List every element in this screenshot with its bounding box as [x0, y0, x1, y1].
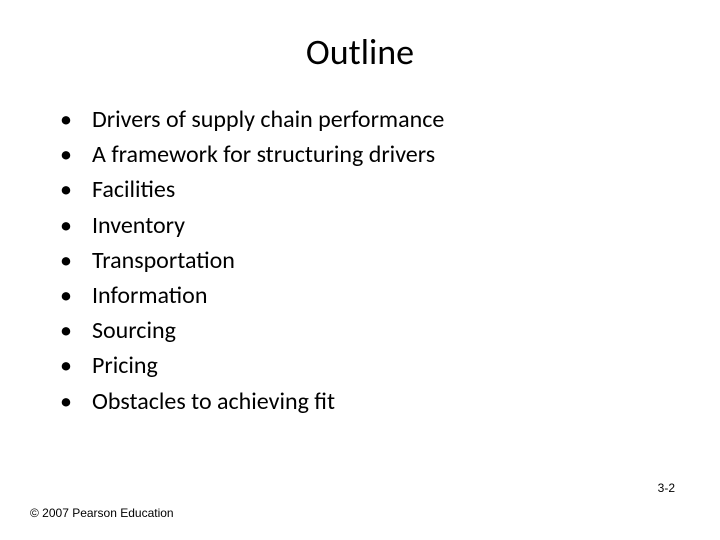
list-item: • A framework for structuring drivers: [60, 139, 670, 170]
bullet-text: Drivers of supply chain performance: [92, 104, 444, 135]
copyright-text: © 2007 Pearson Education: [30, 506, 174, 520]
bullet-text: Pricing: [92, 350, 158, 381]
bullet-icon: •: [60, 245, 72, 276]
bullet-text: Inventory: [92, 210, 185, 241]
bullet-icon: •: [60, 210, 72, 241]
list-item: • Obstacles to achieving fit: [60, 386, 670, 417]
bullet-icon: •: [60, 350, 72, 381]
list-item: • Transportation: [60, 245, 670, 276]
list-item: • Pricing: [60, 350, 670, 381]
bullet-text: Sourcing: [92, 315, 176, 346]
bullet-text: Information: [92, 280, 207, 311]
bullet-icon: •: [60, 315, 72, 346]
bullet-list: • Drivers of supply chain performance • …: [50, 104, 670, 417]
list-item: • Sourcing: [60, 315, 670, 346]
bullet-text: A framework for structuring drivers: [92, 139, 435, 170]
slide-title: Outline: [50, 30, 670, 74]
list-item: • Facilities: [60, 174, 670, 205]
bullet-icon: •: [60, 139, 72, 170]
list-item: • Inventory: [60, 210, 670, 241]
list-item: • Information: [60, 280, 670, 311]
bullet-icon: •: [60, 174, 72, 205]
page-number: 3-2: [658, 481, 675, 495]
bullet-icon: •: [60, 280, 72, 311]
bullet-text: Obstacles to achieving fit: [92, 386, 335, 417]
list-item: • Drivers of supply chain performance: [60, 104, 670, 135]
bullet-text: Facilities: [92, 174, 175, 205]
bullet-icon: •: [60, 386, 72, 417]
bullet-text: Transportation: [92, 245, 235, 276]
bullet-icon: •: [60, 104, 72, 135]
slide-container: Outline • Drivers of supply chain perfor…: [0, 0, 720, 540]
